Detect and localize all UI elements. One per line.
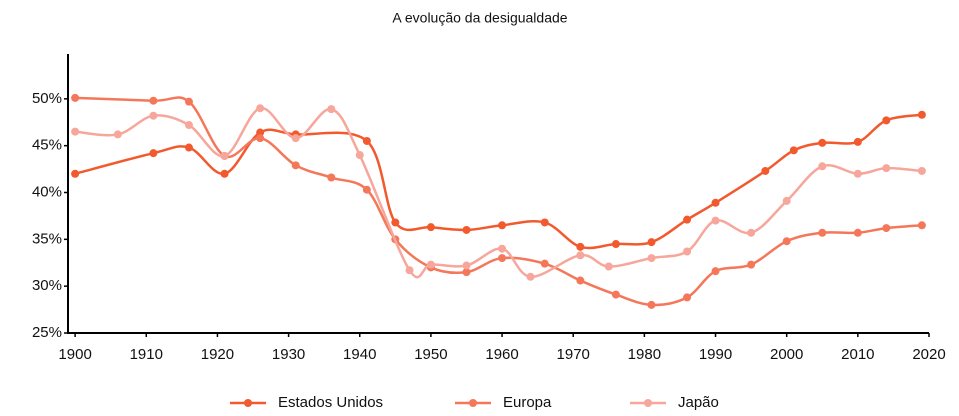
- point: [540, 218, 549, 227]
- point: [604, 262, 613, 271]
- point: [882, 116, 891, 125]
- point: [917, 166, 926, 175]
- point: [611, 240, 620, 249]
- point: [184, 97, 193, 106]
- point: [149, 96, 158, 105]
- line: [75, 96, 922, 307]
- y-tick-label: 45%: [32, 137, 62, 154]
- point: [882, 164, 891, 173]
- point: [611, 290, 620, 299]
- point: [683, 215, 692, 224]
- point: [426, 223, 435, 232]
- legend-marker: [244, 399, 252, 407]
- point: [576, 251, 585, 260]
- point: [711, 216, 720, 225]
- point: [184, 121, 193, 130]
- point: [747, 228, 756, 237]
- x-tick-label: 1980: [628, 346, 661, 363]
- point: [362, 185, 371, 194]
- x-tick-label: 1940: [343, 346, 376, 363]
- point: [818, 162, 827, 171]
- point: [498, 221, 507, 230]
- point: [220, 151, 229, 160]
- point: [540, 259, 549, 268]
- point: [683, 247, 692, 256]
- point: [391, 218, 400, 227]
- x-tick-label: 1910: [130, 346, 163, 363]
- point: [355, 151, 364, 160]
- point: [782, 196, 791, 205]
- chart-title: A evolução da desigualdade: [392, 10, 567, 26]
- point: [647, 300, 656, 309]
- legend-label: Estados Unidos: [278, 394, 383, 411]
- line: [75, 106, 922, 279]
- point: [882, 224, 891, 233]
- point: [256, 128, 265, 137]
- point: [853, 137, 862, 146]
- x-tick-label: 1930: [272, 346, 305, 363]
- point: [327, 173, 336, 182]
- x-tick-label: 1950: [414, 346, 447, 363]
- point: [917, 221, 926, 230]
- point: [761, 166, 770, 175]
- point: [711, 267, 720, 276]
- point: [256, 104, 265, 113]
- point: [149, 111, 158, 120]
- legend-label: Europa: [503, 394, 552, 411]
- y-tick-label: 35%: [32, 230, 62, 247]
- point: [149, 149, 158, 158]
- point: [789, 146, 798, 155]
- point: [917, 110, 926, 119]
- point: [747, 260, 756, 269]
- point: [71, 169, 80, 178]
- point: [256, 134, 265, 143]
- point: [683, 293, 692, 302]
- point: [184, 143, 193, 152]
- point: [405, 266, 414, 275]
- point: [853, 169, 862, 178]
- x-tick-label: 1970: [557, 346, 590, 363]
- y-tick-label: 25%: [32, 324, 62, 341]
- point: [113, 130, 122, 139]
- point: [71, 127, 80, 136]
- point: [291, 134, 300, 143]
- point: [426, 260, 435, 269]
- x-tick-label: 2010: [841, 346, 874, 363]
- y-tick-label: 50%: [32, 90, 62, 107]
- point: [71, 93, 80, 102]
- point: [647, 238, 656, 247]
- legend-marker: [469, 399, 477, 407]
- line: [74, 113, 923, 250]
- x-tick-label: 1920: [201, 346, 234, 363]
- point: [526, 272, 535, 281]
- x-tick-label: 2000: [770, 346, 803, 363]
- point: [220, 169, 229, 178]
- point: [782, 237, 791, 246]
- point: [576, 242, 585, 251]
- legend-label: Japão: [678, 394, 719, 411]
- x-tick-label: 1990: [699, 346, 732, 363]
- point: [576, 276, 585, 285]
- x-tick-label: 2020: [912, 346, 945, 363]
- y-tick-label: 30%: [32, 277, 62, 294]
- point: [362, 136, 371, 145]
- point: [291, 161, 300, 170]
- point: [462, 225, 471, 234]
- legend-marker: [644, 399, 652, 407]
- point: [853, 228, 862, 237]
- x-tick-label: 1960: [485, 346, 518, 363]
- point: [498, 244, 507, 253]
- point: [647, 254, 656, 263]
- point: [711, 198, 720, 207]
- y-tick-label: 40%: [32, 183, 62, 200]
- point: [462, 268, 471, 277]
- point: [498, 254, 507, 263]
- point: [327, 105, 336, 114]
- point: [462, 261, 471, 270]
- point: [818, 228, 827, 237]
- x-tick-label: 1900: [58, 346, 91, 363]
- point: [818, 138, 827, 147]
